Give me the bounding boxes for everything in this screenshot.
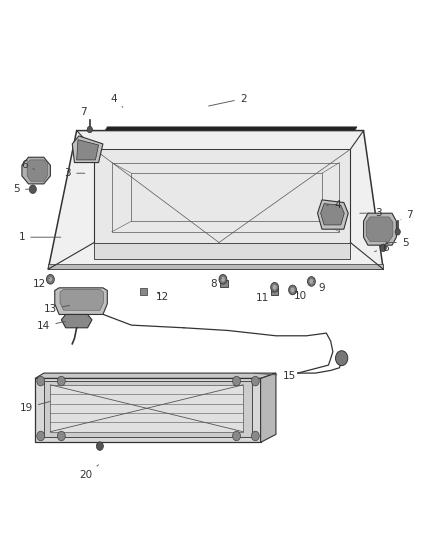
Bar bbox=[140, 288, 147, 295]
Text: 5: 5 bbox=[13, 184, 35, 194]
Circle shape bbox=[221, 277, 225, 282]
Text: 6: 6 bbox=[21, 160, 35, 170]
Circle shape bbox=[219, 274, 227, 284]
Text: 7: 7 bbox=[401, 210, 413, 220]
Text: 10: 10 bbox=[293, 291, 307, 301]
Polygon shape bbox=[48, 264, 383, 269]
Text: 12: 12 bbox=[155, 292, 169, 302]
Circle shape bbox=[87, 126, 92, 133]
Text: 4: 4 bbox=[326, 200, 341, 210]
Circle shape bbox=[251, 376, 259, 386]
Text: 4: 4 bbox=[110, 94, 123, 107]
Circle shape bbox=[233, 376, 240, 386]
Polygon shape bbox=[318, 200, 348, 229]
Text: 9: 9 bbox=[313, 281, 325, 293]
Polygon shape bbox=[44, 381, 252, 437]
Text: 3: 3 bbox=[360, 208, 382, 218]
Polygon shape bbox=[105, 127, 357, 131]
Text: 6: 6 bbox=[374, 243, 389, 253]
Circle shape bbox=[57, 376, 65, 386]
Polygon shape bbox=[35, 378, 261, 442]
Circle shape bbox=[49, 277, 52, 281]
Circle shape bbox=[271, 282, 279, 292]
Polygon shape bbox=[77, 140, 99, 160]
Polygon shape bbox=[94, 243, 350, 259]
Circle shape bbox=[380, 244, 386, 252]
Polygon shape bbox=[22, 157, 50, 184]
Polygon shape bbox=[60, 289, 103, 310]
Circle shape bbox=[272, 285, 277, 290]
Circle shape bbox=[29, 185, 36, 193]
Text: 7: 7 bbox=[80, 107, 90, 123]
Polygon shape bbox=[364, 213, 396, 245]
Text: 19: 19 bbox=[20, 401, 50, 413]
Circle shape bbox=[307, 277, 315, 286]
Circle shape bbox=[291, 288, 294, 292]
Polygon shape bbox=[94, 149, 350, 243]
Circle shape bbox=[309, 279, 314, 284]
Text: 8: 8 bbox=[210, 278, 222, 288]
Circle shape bbox=[57, 431, 65, 441]
Circle shape bbox=[289, 285, 297, 295]
Polygon shape bbox=[321, 204, 344, 225]
Polygon shape bbox=[366, 217, 393, 241]
Bar bbox=[220, 280, 228, 287]
Polygon shape bbox=[61, 314, 92, 328]
Circle shape bbox=[37, 376, 45, 386]
Circle shape bbox=[251, 431, 259, 441]
Circle shape bbox=[395, 229, 400, 235]
Circle shape bbox=[233, 431, 240, 441]
Circle shape bbox=[336, 351, 348, 366]
Polygon shape bbox=[72, 136, 103, 163]
Text: 20: 20 bbox=[79, 465, 99, 480]
Text: 12: 12 bbox=[33, 278, 49, 288]
Text: 3: 3 bbox=[64, 168, 85, 178]
Text: 13: 13 bbox=[44, 304, 70, 314]
Circle shape bbox=[37, 431, 45, 441]
Polygon shape bbox=[48, 131, 383, 269]
Text: 1: 1 bbox=[18, 232, 61, 242]
Text: 11: 11 bbox=[256, 291, 274, 303]
Polygon shape bbox=[50, 385, 243, 432]
Text: 14: 14 bbox=[37, 321, 65, 331]
Polygon shape bbox=[35, 373, 276, 378]
Text: 2: 2 bbox=[208, 94, 247, 106]
Polygon shape bbox=[55, 288, 107, 314]
Circle shape bbox=[96, 442, 103, 450]
Circle shape bbox=[46, 274, 54, 284]
Text: 5: 5 bbox=[386, 238, 409, 247]
Polygon shape bbox=[27, 160, 47, 181]
Text: 15: 15 bbox=[254, 371, 296, 381]
Polygon shape bbox=[261, 373, 276, 442]
Bar bbox=[271, 288, 278, 295]
